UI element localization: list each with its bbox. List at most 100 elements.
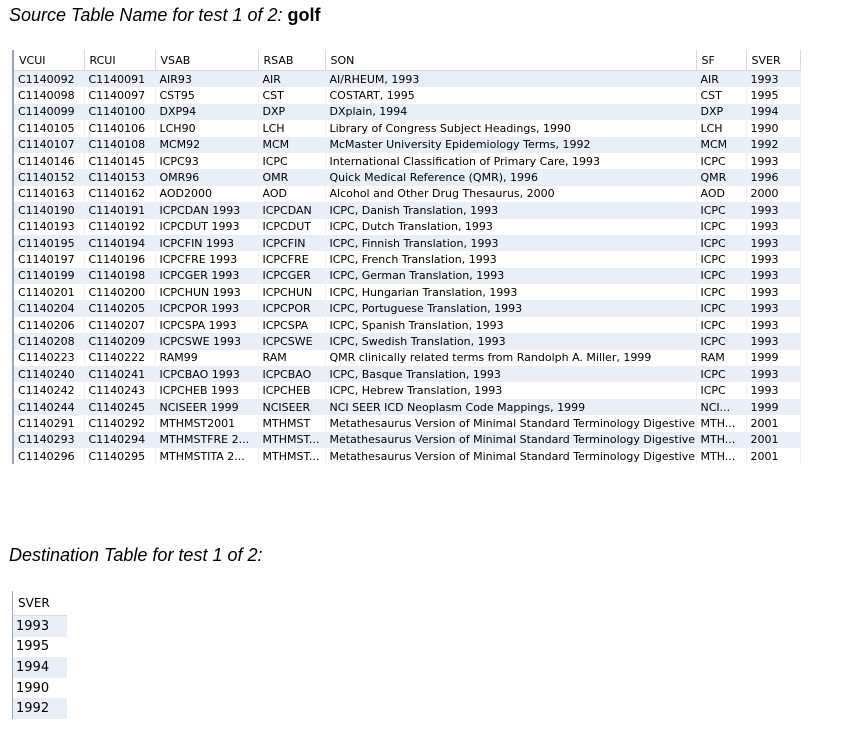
table-row[interactable]: C1140199 C1140198 ICPCGER 1993 ICPCGER ICPC,…: [13, 267, 801, 285]
table-cell-son: NCI SEER ICD Neoplasm Code Mappings, 199…: [325, 398, 697, 416]
table-cell-rsab: ICPCDAN: [258, 202, 326, 219]
table-cell-rsab: AOD: [258, 185, 326, 203]
table-cell-sf: ICPC: [696, 251, 747, 268]
table-cell-vsab: ICPCPOR 1993: [155, 300, 259, 317]
table-row[interactable]: C1140152 C1140153 OMR96 OMR Quick Medical Re…: [13, 169, 801, 186]
table-cell-rcui: C1140145: [84, 152, 156, 170]
table-row[interactable]: C1140242 C1140243 ICPCHEB 1993 ICPCHEB ICPC,…: [13, 382, 801, 399]
table-cell-rsab: MTHMST...: [258, 431, 326, 448]
table-cell-son: ICPC, Basque Translation, 1993: [325, 366, 697, 383]
table-row[interactable]: C1140206 C1140207 ICPCSPA 1993 ICPCSPA ICPC,…: [13, 316, 801, 334]
table-row[interactable]: C1140107 C1140108 MCM92 MCM McMaster Univers…: [13, 136, 801, 153]
table-cell-sver: 1993: [746, 267, 801, 285]
table-row[interactable]: 1990: [12, 677, 67, 699]
column-header-sver[interactable]: SVER: [12, 591, 67, 616]
table-cell-rcui: C1140295: [84, 447, 156, 465]
table-cell-sver: 1993: [746, 234, 801, 252]
table-cell-vcui: C1140105: [13, 120, 85, 137]
table-cell-vsab: MCM92: [155, 136, 259, 153]
table-cell-sver: 1993: [746, 333, 801, 350]
table-row[interactable]: C1140092 C1140091 AIR93 AIR AI/RHEUM, 1993 AI…: [13, 70, 801, 88]
table-cell-vcui: C1140197: [13, 251, 85, 268]
table-cell-sf: ICPC: [696, 234, 747, 252]
table-row[interactable]: C1140208 C1140209 ICPCSWE 1993 ICPCSWE ICPC,…: [13, 333, 801, 350]
table-row[interactable]: C1140201 C1140200 ICPCHUN 1993 ICPCHUN ICPC,…: [13, 284, 801, 301]
column-header-son[interactable]: SON: [325, 50, 697, 71]
table-cell-vcui: C1140201: [13, 284, 85, 301]
table-row[interactable]: C1140204 C1140205 ICPCPOR 1993 ICPCPOR ICPC,…: [13, 300, 801, 317]
table-row[interactable]: C1140163 C1140162 AOD2000 AOD Alcohol and Ot…: [13, 185, 801, 203]
table-row[interactable]: C1140291 C1140292 MTHMST2001 MTHMST Metathes…: [13, 415, 801, 432]
table-row[interactable]: 1994: [12, 657, 67, 678]
table-cell-rsab: DXP: [258, 103, 326, 121]
table-row[interactable]: C1140193 C1140192 ICPCDUT 1993 ICPCDUT ICPC,…: [13, 218, 801, 235]
table-cell-rsab: ICPCSWE: [258, 333, 326, 350]
table-cell-rsab: ICPC: [258, 152, 326, 170]
table-cell-vcui: C1140204: [13, 300, 85, 317]
table-cell-rsab: ICPCSPA: [258, 316, 326, 334]
table-cell-vcui: C1140293: [13, 431, 85, 448]
table-cell-son: ICPC, Hebrew Translation, 1993: [325, 382, 697, 399]
table-cell-rsab: ICPCBAO: [258, 366, 326, 383]
table-cell-vsab: OMR96: [155, 169, 259, 186]
source-table: VCUI RCUI VSAB RSAB SON SF SVER C1140092 C11400…: [12, 50, 801, 465]
table-row[interactable]: C1140195 C1140194 ICPCFIN 1993 ICPCFIN ICPC,…: [13, 234, 801, 252]
table-cell-rsab: ICPCDUT: [258, 218, 326, 235]
table-cell-vcui: C1140146: [13, 152, 85, 170]
table-row[interactable]: C1140223 C1140222 RAM99 RAM QMR clinically r…: [13, 349, 801, 367]
table-row[interactable]: C1140099 C1140100 DXP94 DXP DXplain, 1994 DXP…: [13, 103, 801, 121]
table-cell-sf: AIR: [696, 70, 747, 88]
column-header-sver[interactable]: SVER: [746, 50, 801, 71]
table-row[interactable]: C1140293 C1140294 MTHMSTFRE 2... MTHMST... M…: [13, 431, 801, 448]
table-cell-son: ICPC, Danish Translation, 1993: [325, 202, 697, 219]
table-cell-sf: DXP: [696, 103, 747, 121]
table-cell-son: Metathesaurus Version of Minimal Standar…: [325, 431, 697, 448]
source-table-heading: Source Table Name for test 1 of 2: golf: [9, 5, 321, 26]
table-cell-sver: 2001: [746, 415, 801, 432]
table-cell-vcui: C1140152: [13, 169, 85, 186]
table-cell-vcui: C1140190: [13, 202, 85, 219]
table-cell-sf: MTH...: [696, 415, 747, 432]
table-cell-vsab: DXP94: [155, 103, 259, 121]
table-row[interactable]: C1140146 C1140145 ICPC93 ICPC International …: [13, 152, 801, 170]
table-cell-rcui: C1140192: [84, 218, 156, 235]
table-row[interactable]: C1140190 C1140191 ICPCDAN 1993 ICPCDAN ICPC,…: [13, 202, 801, 219]
table-row[interactable]: C1140296 C1140295 MTHMSTITA 2... MTHMST... M…: [13, 447, 801, 465]
table-cell-son: Metathesaurus Version of Minimal Standar…: [325, 447, 697, 465]
column-header-rcui[interactable]: RCUI: [84, 50, 156, 71]
table-cell-rsab: ICPCHEB: [258, 382, 326, 399]
source-heading-prefix: Source Table Name for test 1 of 2: [9, 5, 278, 25]
table-cell-rcui: C1140091: [84, 70, 156, 88]
table-cell-sf: AOD: [696, 185, 747, 203]
table-row[interactable]: 1993: [12, 615, 67, 637]
table-row[interactable]: C1140240 C1140241 ICPCBAO 1993 ICPCBAO ICPC,…: [13, 366, 801, 383]
table-row[interactable]: C1140197 C1140196 ICPCFRE 1993 ICPCFRE ICPC,…: [13, 251, 801, 268]
table-cell-son: Library of Congress Subject Headings, 19…: [325, 120, 697, 137]
table-cell-rcui: C1140191: [84, 202, 156, 219]
table-cell-vsab: RAM99: [155, 349, 259, 367]
column-header-vsab[interactable]: VSAB: [155, 50, 259, 71]
column-header-sf[interactable]: SF: [696, 50, 747, 71]
table-cell-vcui: C1140223: [13, 349, 85, 367]
table-cell-rcui: C1140205: [84, 300, 156, 317]
table-cell-sver: 1992: [12, 698, 67, 719]
table-cell-sver: 1999: [746, 398, 801, 416]
table-row[interactable]: 1992: [12, 698, 67, 719]
table-cell-vcui: C1140208: [13, 333, 85, 350]
table-row[interactable]: C1140098 C1140097 CST95 CST COSTART, 1995 CST…: [13, 87, 801, 104]
table-cell-vsab: MTHMST2001: [155, 415, 259, 432]
table-cell-son: ICPC, Finnish Translation, 1993: [325, 234, 697, 252]
table-cell-rsab: ICPCHUN: [258, 284, 326, 301]
table-cell-vsab: AIR93: [155, 70, 259, 88]
column-header-vcui[interactable]: VCUI: [13, 50, 85, 71]
table-cell-sver: 1995: [12, 636, 67, 658]
table-cell-sver: 1996: [746, 169, 801, 186]
table-cell-rcui: C1140241: [84, 366, 156, 383]
column-header-rsab[interactable]: RSAB: [258, 50, 326, 71]
table-row[interactable]: C1140244 C1140245 NCISEER 1999 NCISEER NCI S…: [13, 398, 801, 416]
destination-table: SVER 1993 1995 1994 1990 1992: [12, 591, 67, 719]
table-cell-vsab: ICPCBAO 1993: [155, 366, 259, 383]
table-row[interactable]: 1995: [12, 636, 67, 658]
table-cell-vcui: C1140098: [13, 87, 85, 104]
table-row[interactable]: C1140105 C1140106 LCH90 LCH Library of Congr…: [13, 120, 801, 137]
